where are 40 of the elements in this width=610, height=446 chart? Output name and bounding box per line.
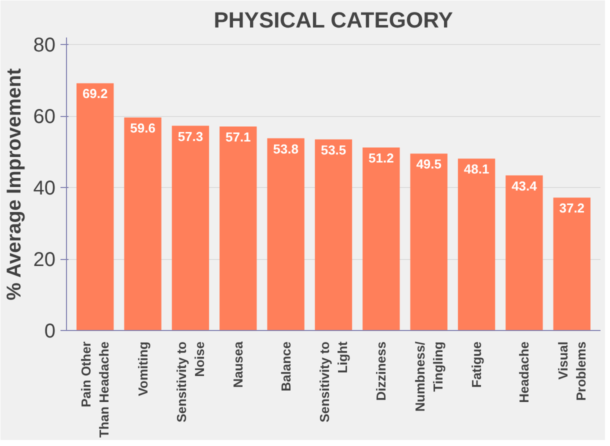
x-tick-label: Balance: [278, 341, 294, 392]
data-label: 53.8: [273, 141, 298, 156]
data-label: 37.2: [559, 200, 585, 216]
bar: [220, 126, 257, 330]
x-tick-label: Sensitivity to Noise: [174, 341, 207, 422]
data-label: 48.1: [464, 162, 490, 177]
bar: [553, 198, 590, 330]
data-label: 57.1: [225, 129, 251, 144]
y-tick-label: 40: [33, 178, 56, 200]
bar: [506, 175, 543, 330]
x-tick-label: Nausea: [230, 340, 246, 388]
data-label: 53.5: [320, 142, 346, 158]
data-label: 69.2: [82, 86, 108, 102]
y-tick-label: 0: [44, 320, 56, 342]
data-label: 43.4: [512, 178, 538, 194]
x-tick-label: Dizziness: [374, 341, 389, 401]
bar: [267, 138, 304, 330]
data-label: 57.3: [178, 128, 204, 144]
bar: [124, 118, 162, 330]
x-tick-label: Sensitivity to Light: [317, 340, 350, 422]
bar: [314, 139, 352, 330]
bar: [410, 154, 448, 330]
y-tick-label: 60: [33, 106, 56, 128]
x-tick-label: Pain Other Than Headache: [78, 341, 112, 438]
data-label: 51.2: [368, 150, 394, 166]
x-tick-label: Numbness/ Tingling: [412, 341, 446, 412]
x-tick-label: Headache: [516, 342, 532, 403]
bar: [362, 148, 400, 330]
bar: [76, 83, 114, 330]
y-tick-label: 80: [33, 34, 56, 57]
x-tick-label: Visual Problems: [555, 341, 588, 401]
x-tick-label: Vomiting: [135, 341, 150, 396]
y-tick-label: 20: [33, 249, 56, 272]
bar: [458, 158, 496, 330]
data-label: 59.6: [130, 120, 156, 136]
chart-title: PHYSICAL CATEGORY: [214, 8, 454, 32]
bar: [172, 126, 210, 330]
data-label: 49.5: [416, 156, 442, 172]
y-axis-title: % Average Improvement: [3, 68, 26, 300]
x-tick-label: Fatigue: [469, 341, 484, 388]
